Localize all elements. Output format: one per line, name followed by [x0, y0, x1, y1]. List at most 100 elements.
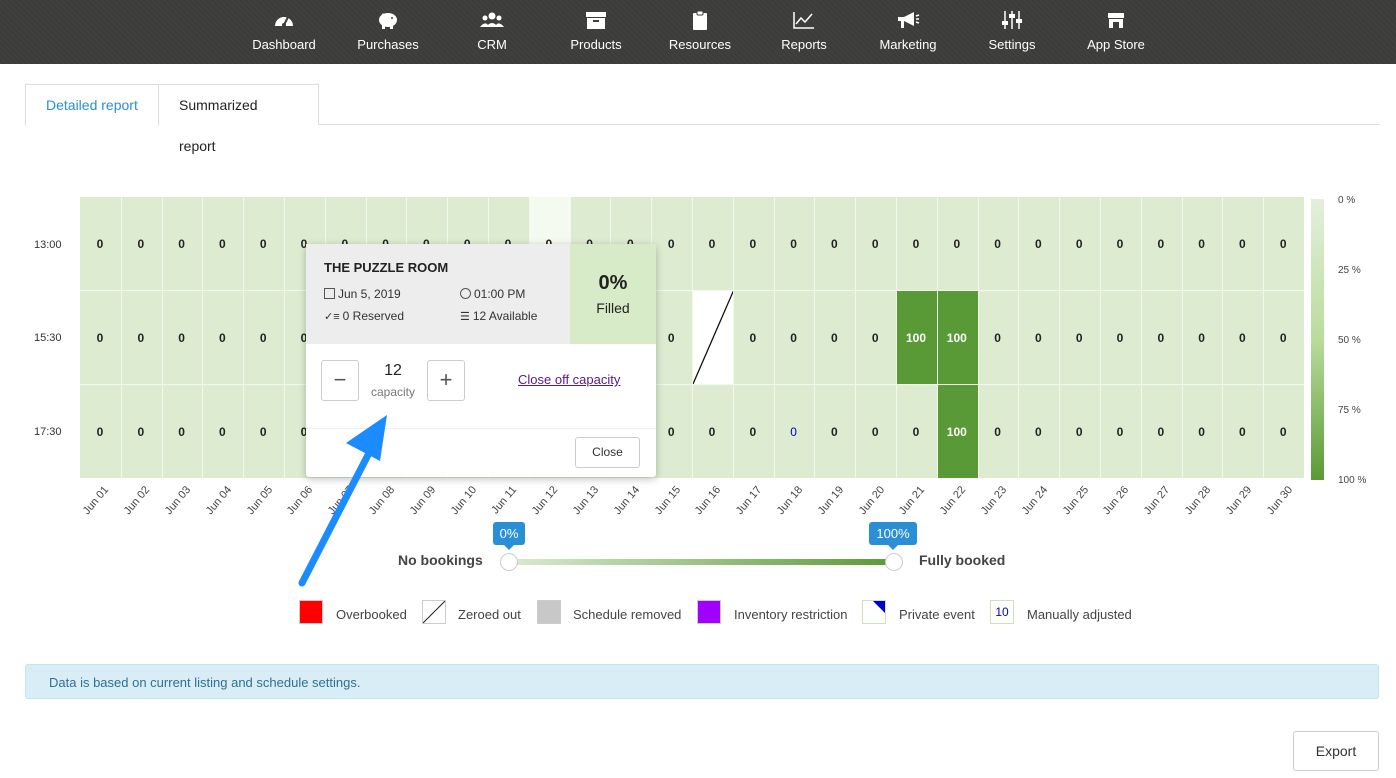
heatmap-cell-full[interactable]	[896, 290, 937, 384]
heatmap-cell-value[interactable]: 0	[219, 331, 226, 345]
date-axis-label: Jun 22	[937, 484, 969, 518]
slider-max-handle[interactable]	[885, 553, 903, 571]
heatmap-cell-value[interactable]: 0	[749, 237, 757, 251]
heatmap-cell-value[interactable]: 0	[1157, 425, 1165, 439]
legend-inventory-restriction: Inventory restriction	[734, 607, 848, 622]
close-button[interactable]: Close	[575, 437, 640, 468]
heatmap-cell-value[interactable]: 0	[667, 331, 675, 345]
nav-crm[interactable]: CRM	[440, 0, 544, 64]
heatmap-cell-value[interactable]: 100	[946, 425, 967, 439]
heatmap-cell-value[interactable]: 0	[1116, 331, 1124, 345]
heatmap-cell-value[interactable]: 0	[137, 425, 145, 439]
nav-app-store[interactable]: App Store	[1064, 0, 1168, 64]
heatmap-cell-value[interactable]: 0	[1198, 331, 1205, 345]
heatmap-cell-value[interactable]: 0	[1075, 237, 1083, 251]
heatmap-cell-value[interactable]: 0	[178, 237, 185, 251]
heatmap-cell-value[interactable]: 0	[300, 237, 308, 251]
heatmap-cell-value[interactable]: 0	[96, 425, 104, 439]
heatmap-cell-value[interactable]: 0	[178, 331, 185, 345]
heatmap-cell-value[interactable]: 0	[1116, 425, 1124, 439]
slider-max-label: Fully booked	[919, 552, 1006, 568]
heatmap-cell-value[interactable]: 100	[946, 331, 967, 345]
heatmap-cell-value[interactable]: 0	[994, 425, 1001, 439]
heatmap-cell-value[interactable]: 0	[871, 237, 879, 251]
heatmap-cell-value[interactable]: 0	[994, 331, 1001, 345]
heatmap-cell-value[interactable]: 0	[1075, 425, 1083, 439]
clock-icon	[460, 288, 471, 299]
heatmap-cell-value[interactable]: 0	[137, 237, 145, 251]
heatmap-cell-value[interactable]: 0	[749, 425, 757, 439]
heatmap-cell-value[interactable]: 0	[790, 331, 797, 345]
date-axis-label: Jun 12	[529, 484, 561, 518]
heatmap-cell-value[interactable]: 0	[96, 237, 104, 251]
heatmap-cell-zeroed[interactable]	[692, 289, 735, 385]
heatmap-cell-value[interactable]: 0	[749, 331, 757, 345]
heatmap-cell-value[interactable]: 0	[259, 425, 267, 439]
popup-title: THE PUZZLE ROOM	[324, 260, 449, 275]
nav-marketing[interactable]: Marketing	[856, 0, 960, 64]
heatmap-cell-value[interactable]: 0	[219, 425, 226, 439]
heatmap-cell-value[interactable]: 0	[953, 237, 961, 251]
schedule-removed-swatch	[537, 600, 561, 624]
heatmap-cell-value[interactable]: 0	[1035, 237, 1042, 251]
heatmap-cell-value[interactable]: 0	[994, 237, 1001, 251]
heatmap-cell-value[interactable]: 0	[871, 425, 879, 439]
heatmap-cell-value[interactable]: 0	[1239, 331, 1246, 345]
grid-col-line	[773, 197, 775, 478]
heatmap-cell-value[interactable]: 0	[1239, 425, 1246, 439]
nav-purchases[interactable]: Purchases	[336, 0, 440, 64]
heatmap-cell-value[interactable]: 0	[1157, 331, 1165, 345]
heatmap-cell-value[interactable]: 0	[790, 237, 797, 251]
scale-label: 100 %	[1338, 475, 1367, 486]
booking-range-slider[interactable]	[509, 559, 893, 565]
heatmap-cell-value[interactable]: 0	[667, 425, 675, 439]
tab-detailed-report[interactable]: Detailed report	[25, 84, 159, 126]
heatmap-cell-value[interactable]: 0	[259, 331, 267, 345]
nav-resources[interactable]: Resources	[648, 0, 752, 64]
heatmap-cell-value[interactable]: 0	[667, 237, 675, 251]
increase-capacity-button[interactable]: +	[427, 360, 465, 401]
heatmap-cell-value[interactable]: 0	[912, 237, 920, 251]
scale-label: 0 %	[1338, 195, 1356, 206]
heatmap-cell-full[interactable]	[936, 290, 978, 384]
heatmap-cell-value[interactable]: 0	[300, 425, 308, 439]
heatmap-cell-value[interactable]: 0	[831, 331, 838, 345]
heatmap-cell-value[interactable]: 0	[790, 425, 797, 439]
nav-products[interactable]: Products	[544, 0, 648, 64]
export-button[interactable]: Export	[1293, 731, 1379, 771]
heatmap-cell-value[interactable]: 0	[137, 331, 145, 345]
heatmap-cell-value[interactable]: 100	[905, 331, 927, 345]
heatmap-cell-value[interactable]: 0	[1279, 425, 1287, 439]
heatmap-cell-value[interactable]: 0	[219, 237, 226, 251]
heatmap-cell-value[interactable]: 0	[831, 237, 838, 251]
heatmap-cell-value[interactable]: 0	[708, 425, 716, 439]
heatmap-cell-value[interactable]: 0	[1116, 237, 1124, 251]
close-off-capacity-link[interactable]: Close off capacity	[518, 372, 621, 387]
heatmap-cell-value[interactable]: 0	[1198, 237, 1205, 251]
heatmap-cell-full[interactable]	[936, 384, 978, 478]
date-axis-label: Jun 03	[162, 484, 194, 518]
nav-settings[interactable]: Settings	[960, 0, 1064, 64]
heatmap-cell-value[interactable]: 0	[708, 237, 716, 251]
decrease-capacity-button[interactable]: −	[321, 360, 359, 401]
nav-reports[interactable]: Reports	[752, 0, 856, 64]
heatmap-cell-value[interactable]: 0	[1157, 237, 1165, 251]
heatmap-cell-value[interactable]: 0	[1279, 331, 1287, 345]
heatmap-cell-value[interactable]: 0	[96, 331, 104, 345]
heatmap-cell-value[interactable]: 0	[912, 425, 920, 439]
heatmap-cell-value[interactable]: 0	[831, 425, 838, 439]
heatmap-cell-value[interactable]: 0	[1198, 425, 1205, 439]
heatmap-cell-value[interactable]: 0	[1075, 331, 1083, 345]
nav-dashboard[interactable]: Dashboard	[232, 0, 336, 64]
heatmap-cell-value[interactable]: 0	[1239, 237, 1246, 251]
tab-summarized-report[interactable]: Summarized report	[158, 84, 319, 154]
heatmap-cell-value[interactable]: 0	[871, 331, 879, 345]
slider-min-handle[interactable]	[500, 553, 518, 571]
heatmap-cell-value[interactable]: 0	[1035, 425, 1042, 439]
heatmap-cell-value[interactable]: 0	[1279, 237, 1287, 251]
slider-min-label: No bookings	[398, 552, 483, 568]
heatmap-cell-value[interactable]: 0	[1035, 331, 1042, 345]
heatmap-cell-value[interactable]: 0	[300, 331, 308, 345]
heatmap-cell-value[interactable]: 0	[178, 425, 185, 439]
heatmap-cell-value[interactable]: 0	[259, 237, 267, 251]
